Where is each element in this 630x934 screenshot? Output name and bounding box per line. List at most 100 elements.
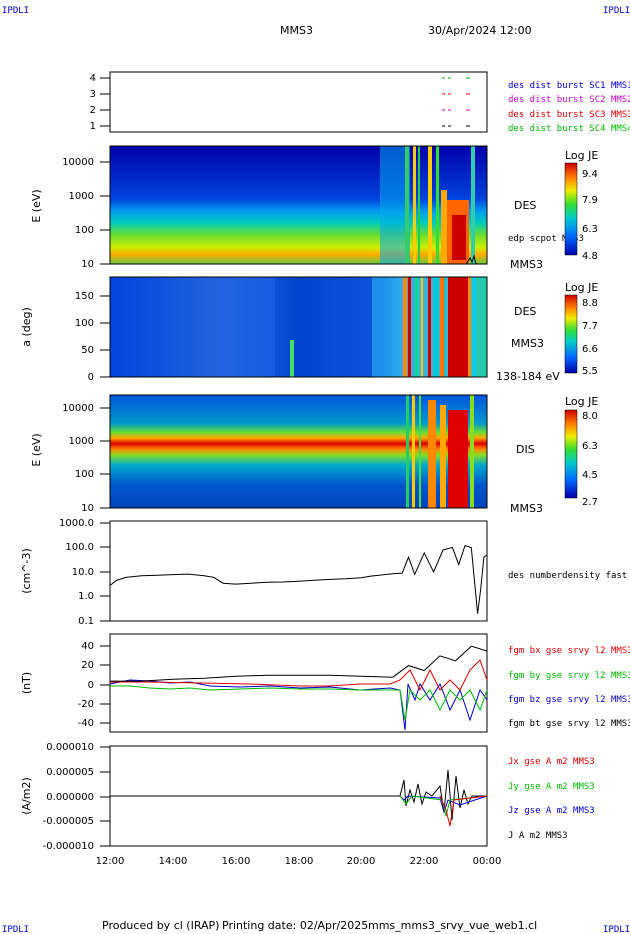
jx-line [439, 795, 488, 827]
des-energy-ytick-2: 100 [75, 225, 94, 236]
dis-energy-label-sc: MMS3 [510, 502, 543, 515]
indicator-ytick-2: 2 [90, 105, 96, 116]
des-pitch-cbar-tick-3: 5.5 [582, 366, 598, 377]
bfield-ylabel: (nT) [20, 672, 33, 694]
indicator-ytick-4: 4 [90, 73, 96, 84]
bfield-panel: (nT) 40 20 0 -20 -40 fgm bx gse srvy l2 … [20, 633, 630, 733]
legend-burst-sc4: des dist burst SC4 MMS4 [508, 124, 630, 134]
bfield-ytick-2: 0 [88, 680, 94, 691]
bfield-ytick-1: 20 [81, 660, 94, 671]
des-pitch-label-energy: 138-184 eV [496, 370, 560, 383]
jz-line [399, 795, 488, 814]
dis-energy-ytick-1: 1000 [69, 436, 94, 447]
des-pitch-panel: a (deg) 150 100 50 0 DES MMS3 138-184 eV… [20, 276, 598, 383]
current-legend-jx: Jx gse A m2 MMS3 [508, 757, 595, 767]
dis-energy-ylabel: E (eV) [30, 433, 43, 466]
des-energy-label-instrument: DES [514, 199, 536, 212]
dis-energy-ytick-0: 10000 [62, 403, 94, 414]
current-panel: (A/m2) 0.000010 0.000005 0.000000 -0.000… [20, 742, 595, 852]
bt-line [110, 645, 488, 682]
density-ytick-1: 100.0 [65, 542, 94, 553]
spacecraft-title: MMS3 [280, 24, 313, 37]
des-pitch-ytick-1: 100 [75, 318, 94, 329]
des-energy-ytick-1: 1000 [69, 191, 94, 202]
xtick-4: 20:00 [347, 856, 376, 867]
bx-line [110, 659, 488, 692]
dis-energy-bursts [406, 395, 474, 508]
des-energy-colorbar: Log JE 9.4 7.9 6.3 4.8 [564, 149, 598, 262]
indicator-panel: 4 3 2 1 des dist burst SC1 MMS1 des dist… [90, 71, 630, 134]
current-traces [110, 769, 488, 827]
current-legend-jy: Jy gse A m2 MMS3 [508, 782, 595, 792]
density-legend: des numberdensity fast M [508, 571, 630, 581]
des-energy-cbar-tick-3: 4.8 [582, 251, 598, 262]
by-line [110, 685, 488, 721]
indicator-ytick-1: 1 [90, 121, 96, 132]
density-ytick-0: 1000.0 [59, 518, 94, 529]
dis-energy-ytick-2: 100 [75, 469, 94, 480]
des-energy-panel: E (eV) 10000 1000 100 10 DES edp scpot M… [30, 145, 598, 271]
density-ytick-4: 0.1 [78, 616, 94, 627]
current-legend-j: J A m2 MMS3 [508, 831, 568, 841]
current-ylabel: (A/m2) [20, 777, 33, 815]
xtick-0: 12:00 [96, 856, 125, 867]
des-pitch-label-instrument: DES [514, 305, 536, 318]
des-energy-cbar-tick-2: 6.3 [582, 224, 598, 235]
des-energy-ylabel: E (eV) [30, 189, 43, 222]
density-panel: (cm^-3) 1000.0 100.0 10.0 1.0 0.1 des nu… [20, 518, 630, 627]
des-energy-cbar-title: Log JE [565, 149, 598, 162]
current-legend-jz: Jz gse A m2 MMS3 [508, 806, 595, 816]
legend-burst-sc3: des dist burst SC3 MMS3 [508, 110, 630, 120]
bfield-legend-by: fgm by gse srvy l2 MMS3 [508, 671, 630, 681]
des-energy-label-scpot: edp scpot MMS3 [508, 234, 584, 244]
j-lines [399, 769, 487, 821]
legend-burst-sc2: des dist burst SC2 MMS2 [508, 95, 630, 105]
dis-energy-panel: E (eV) 10000 1000 100 10 DIS MMS3 Log JE… [30, 394, 598, 515]
dis-energy-spectrogram [110, 395, 487, 508]
bfield-legend-bz: fgm bz gse srvy l2 MMS3 [508, 695, 630, 705]
indicator-marks [442, 77, 470, 127]
des-energy-ytick-3: 10 [81, 259, 94, 270]
current-ytick-1: 0.000005 [46, 767, 94, 778]
xtick-5: 22:00 [410, 856, 439, 867]
dis-energy-ytick-3: 10 [81, 503, 94, 514]
corner-label-tl: IPDLI [2, 6, 29, 16]
des-pitch-cbar-title: Log JE [565, 281, 598, 294]
des-energy-bursts [380, 146, 475, 264]
density-line [109, 544, 488, 614]
xtick-6: 00:00 [473, 856, 502, 867]
bfield-ytick-0: 40 [81, 641, 94, 652]
des-energy-spectrogram [110, 146, 487, 264]
des-pitch-colorbar: Log JE 8.8 7.7 6.6 5.5 [564, 281, 598, 377]
des-pitch-label-sc: MMS3 [511, 337, 544, 350]
des-pitch-cbar-tick-2: 6.6 [582, 344, 598, 355]
xtick-3: 18:00 [285, 856, 314, 867]
corner-label-tr: IPDLI [603, 6, 630, 16]
xtick-1: 14:00 [159, 856, 188, 867]
des-pitch-bursts [220, 277, 476, 377]
current-ytick-0: 0.000010 [46, 742, 94, 753]
bfield-legend-bx: fgm bx gse srvy l2 MMS3 [508, 646, 630, 656]
des-energy-label-sc: MMS3 [510, 258, 543, 271]
indicator-ytick-3: 3 [90, 89, 96, 100]
dis-energy-cbar-tick-3: 2.7 [582, 497, 598, 508]
des-pitch-ytick-0: 150 [75, 291, 94, 302]
des-pitch-cbar-tick-1: 7.7 [582, 321, 598, 332]
bfield-legend-bt: fgm bt gse srvy l2 MMS3 [508, 719, 630, 729]
density-ytick-2: 10.0 [72, 567, 94, 578]
bfield-ytick-4: -40 [78, 718, 94, 729]
dis-energy-cbar-tick-1: 6.3 [582, 441, 598, 452]
datetime-title: 30/Apr/2024 12:00 [428, 24, 532, 37]
current-ytick-4: -0.000010 [43, 841, 94, 852]
des-energy-cbar-tick-1: 7.9 [582, 195, 598, 206]
footer-produced: Produced by cl (IRAP) [102, 919, 219, 932]
des-pitch-spectrogram [110, 277, 487, 377]
bfield-traces [109, 645, 488, 731]
current-ytick-3: -0.000005 [43, 816, 94, 827]
bfield-ytick-3: -20 [78, 699, 94, 710]
dis-energy-cbar-tick-0: 8.0 [582, 411, 598, 422]
x-axis: 12:00 14:00 16:00 18:00 20:00 22:00 00:0… [96, 856, 502, 867]
footer-file: mms_mms3_srvy_vue_web1.cl [368, 919, 537, 932]
density-ytick-3: 1.0 [78, 591, 94, 602]
dis-energy-colorbar: Log JE 8.0 6.3 4.5 2.7 [564, 395, 598, 508]
